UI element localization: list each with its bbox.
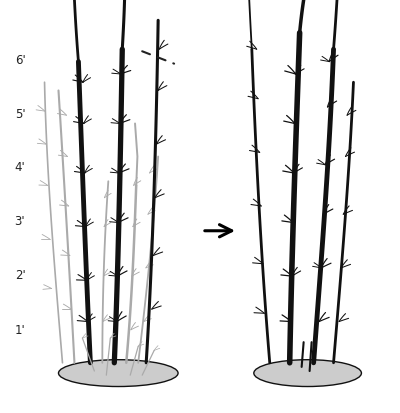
Text: 5': 5' [15,107,25,120]
Text: 1': 1' [15,323,25,337]
Ellipse shape [58,360,178,387]
Text: 4': 4' [15,161,25,174]
Text: 6': 6' [15,54,25,67]
Text: 2': 2' [15,268,25,281]
Ellipse shape [254,360,362,387]
Text: 3': 3' [15,214,25,228]
